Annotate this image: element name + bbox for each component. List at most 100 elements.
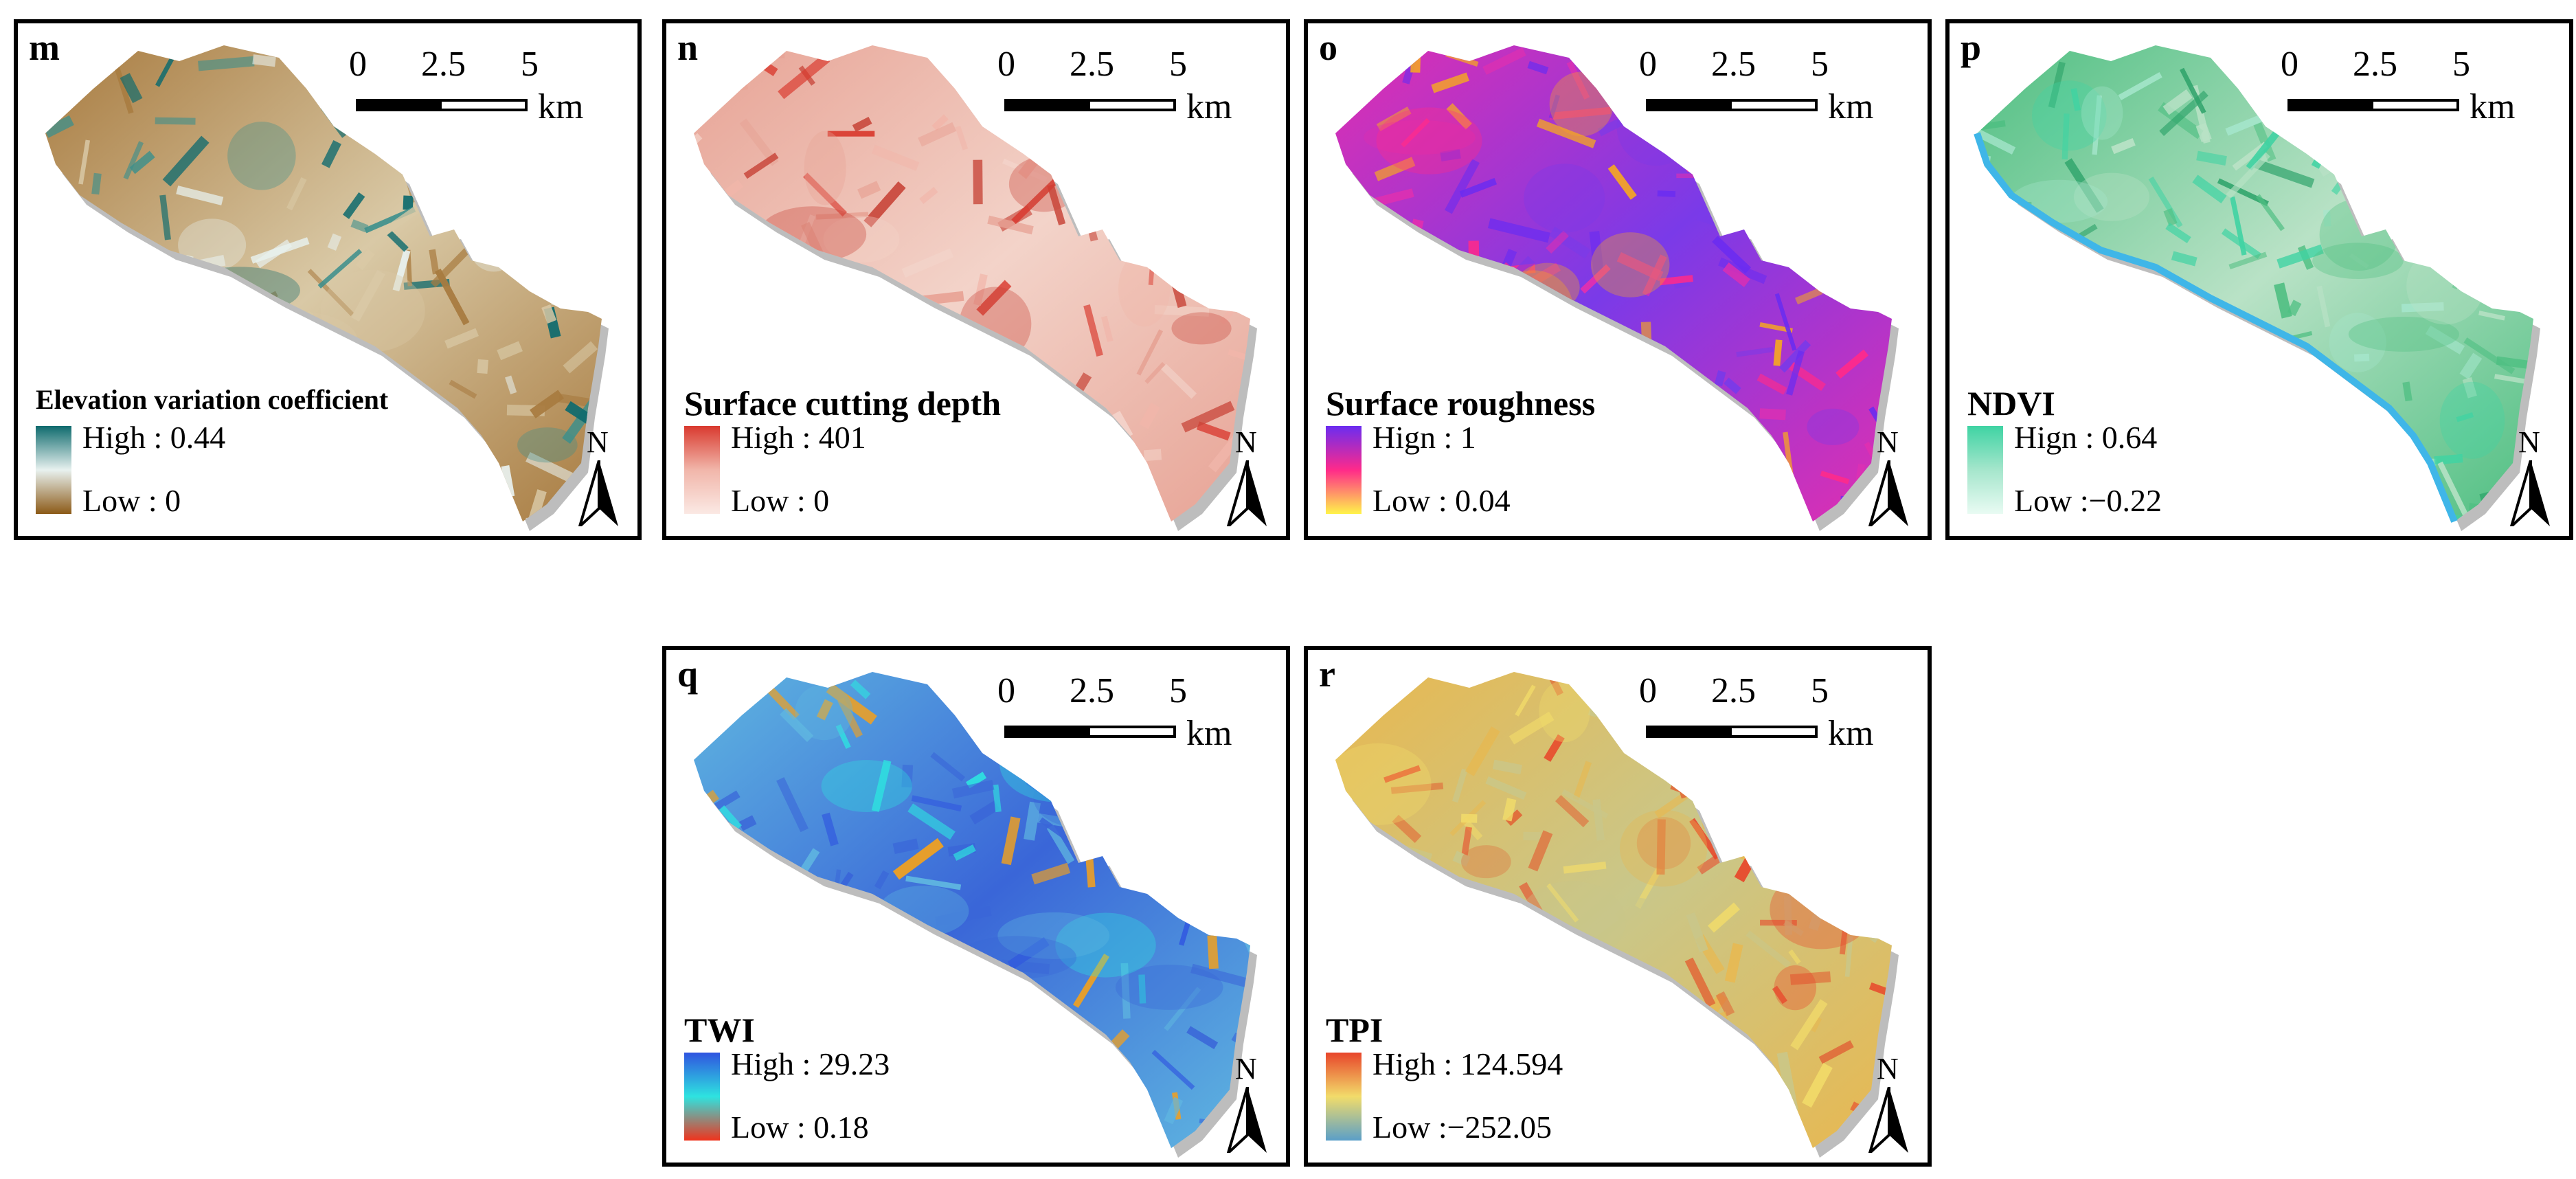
- scale-tick-label: 5: [1811, 45, 1829, 84]
- legend-high-label: Hign : 0.64: [2014, 420, 2158, 455]
- scale-bar-filled-segment: [359, 102, 442, 109]
- legend-low-label: Low : 0: [82, 483, 181, 518]
- scale-tick-label: 2.5: [2353, 45, 2397, 84]
- scale-tick-label: 2.5: [1070, 45, 1114, 84]
- legend-low-label: Low :−252.05: [1372, 1110, 1552, 1145]
- north-label: N: [1235, 1052, 1257, 1086]
- terrain-map: [1974, 45, 2540, 531]
- scale-tick-label: 0: [997, 671, 1015, 710]
- north-arrow: N: [570, 425, 628, 528]
- legend-high-label: High : 401: [731, 420, 866, 455]
- map-panel-m: m 0 2.5 5 km Elevation variation coefficient H…: [14, 19, 642, 540]
- panel-letter: p: [1961, 27, 1982, 68]
- scale-bar: 0 2.5 5 km: [1639, 44, 1900, 140]
- legend-title: TPI: [1326, 1011, 1383, 1049]
- scale-tick-label: 5: [521, 45, 539, 84]
- study-region: [1977, 45, 2533, 521]
- legend-title: Elevation variation coefficient: [36, 384, 389, 415]
- legend: NDVI Hign : 0.64 Low :−0.22: [1967, 386, 2393, 524]
- north-arrow-icon: [1868, 1087, 1908, 1153]
- north-arrow-icon: [1868, 460, 1908, 526]
- scale-bar-graphic: [1004, 726, 1176, 738]
- scale-tick-label: 0: [997, 45, 1015, 84]
- river-line: [1974, 132, 2458, 523]
- scale-bar: 0 2.5 5 km: [2281, 44, 2542, 140]
- panel-letter: n: [677, 27, 699, 68]
- scale-tick-label: 2.5: [1070, 671, 1114, 710]
- map-panel-r: r 0 2.5 5 km TPI High : 124.594 Low :−252.05 N: [1304, 646, 1932, 1167]
- scale-bar-filled-segment: [1007, 728, 1090, 735]
- north-arrow: N: [2502, 425, 2560, 528]
- legend-low-label: Low : 0.18: [731, 1110, 869, 1145]
- map-panel-o: o 0 2.5 5 km Surface roughness Hign : 1 Low : 0…: [1304, 19, 1932, 540]
- north-arrow-icon: [1226, 460, 1267, 526]
- scale-unit: km: [1186, 714, 1232, 753]
- panel-letter: m: [29, 27, 60, 68]
- north-label: N: [1235, 425, 1257, 459]
- map-panel-p: p 0 2.5 5 km NDVI Hign : 0.64 Low :−0.22 N: [1945, 19, 2573, 540]
- scale-tick-label: 0: [1639, 45, 1657, 84]
- legend-title: Surface cutting depth: [684, 384, 1002, 423]
- terrain-map: [1335, 45, 1899, 531]
- legend: Surface roughness Hign : 1 Low : 0.04: [1326, 386, 1752, 524]
- scale-bar-filled-segment: [1649, 728, 1732, 735]
- scale-unit: km: [538, 87, 584, 126]
- scale-unit: km: [1828, 87, 1874, 126]
- north-label: N: [2518, 425, 2540, 459]
- map-panel-n: n 0 2.5 5 km Surface cutting depth High : 401 L…: [662, 19, 1290, 540]
- terrain-map: [45, 45, 609, 531]
- scale-tick-label: 2.5: [421, 45, 466, 84]
- scale-tick-label: 5: [2452, 45, 2470, 84]
- scale-bar: 0 2.5 5 km: [349, 44, 610, 140]
- panel-letter: q: [677, 653, 699, 695]
- scale-bar-graphic: [1646, 726, 1818, 738]
- panel-letter: r: [1319, 653, 1335, 695]
- scale-tick-label: 0: [2281, 45, 2298, 84]
- legend-title: NDVI: [1967, 384, 2055, 423]
- scale-tick-label: 0: [349, 45, 367, 84]
- legend: TPI High : 124.594 Low :−252.05: [1326, 1013, 1752, 1150]
- scale-bar-filled-segment: [1007, 102, 1090, 109]
- legend-low-label: Low : 0: [731, 483, 830, 518]
- study-region: [694, 45, 1250, 521]
- north-arrow: N: [1860, 425, 1918, 528]
- scale-tick-label: 2.5: [1711, 45, 1756, 84]
- legend-color-ramp: [1326, 426, 1362, 514]
- map-panel-q: q 0 2.5 5 km TWI High : 29.23 Low : 0.18 N: [662, 646, 1290, 1167]
- north-arrow: N: [1860, 1051, 1918, 1154]
- scale-bar-graphic: [1646, 99, 1818, 111]
- scale-unit: km: [1186, 87, 1232, 126]
- scale-bar-filled-segment: [2290, 102, 2373, 109]
- scale-bar-graphic: [356, 99, 528, 111]
- legend-color-ramp: [1967, 426, 2003, 514]
- north-arrow: N: [1219, 1051, 1276, 1154]
- north-label: N: [587, 425, 609, 459]
- panel-letter: o: [1319, 27, 1337, 68]
- legend-color-ramp: [684, 1053, 720, 1141]
- legend-title: Surface roughness: [1326, 384, 1596, 423]
- legend-high-label: Hign : 1: [1372, 420, 1476, 455]
- scale-tick-label: 0: [1639, 671, 1657, 710]
- scale-bar-graphic: [2287, 99, 2459, 111]
- scale-tick-label: 2.5: [1711, 671, 1756, 710]
- legend-color-ramp: [684, 426, 720, 514]
- north-label: N: [1877, 1052, 1899, 1086]
- legend-low-label: Low :−0.22: [2014, 483, 2162, 518]
- legend: TWI High : 29.23 Low : 0.18: [684, 1013, 1110, 1150]
- legend: Elevation variation coefficient High : 0.…: [36, 386, 462, 524]
- scale-tick-label: 5: [1169, 671, 1187, 710]
- terrain-map: [1335, 672, 1899, 1158]
- terrain-map: [694, 45, 1257, 531]
- legend: Surface cutting depth High : 401 Low : 0: [684, 386, 1110, 524]
- legend-low-label: Low : 0.04: [1372, 483, 1511, 518]
- north-arrow-icon: [2509, 460, 2550, 526]
- north-arrow-icon: [578, 460, 618, 526]
- legend-title: TWI: [684, 1011, 755, 1049]
- north-label: N: [1877, 425, 1899, 459]
- terrain-map: [694, 672, 1257, 1158]
- legend-color-ramp: [1326, 1053, 1362, 1141]
- scale-bar: 0 2.5 5 km: [997, 44, 1258, 140]
- legend-high-label: High : 29.23: [731, 1046, 890, 1081]
- scale-bar: 0 2.5 5 km: [997, 671, 1258, 767]
- scale-bar: 0 2.5 5 km: [1639, 671, 1900, 767]
